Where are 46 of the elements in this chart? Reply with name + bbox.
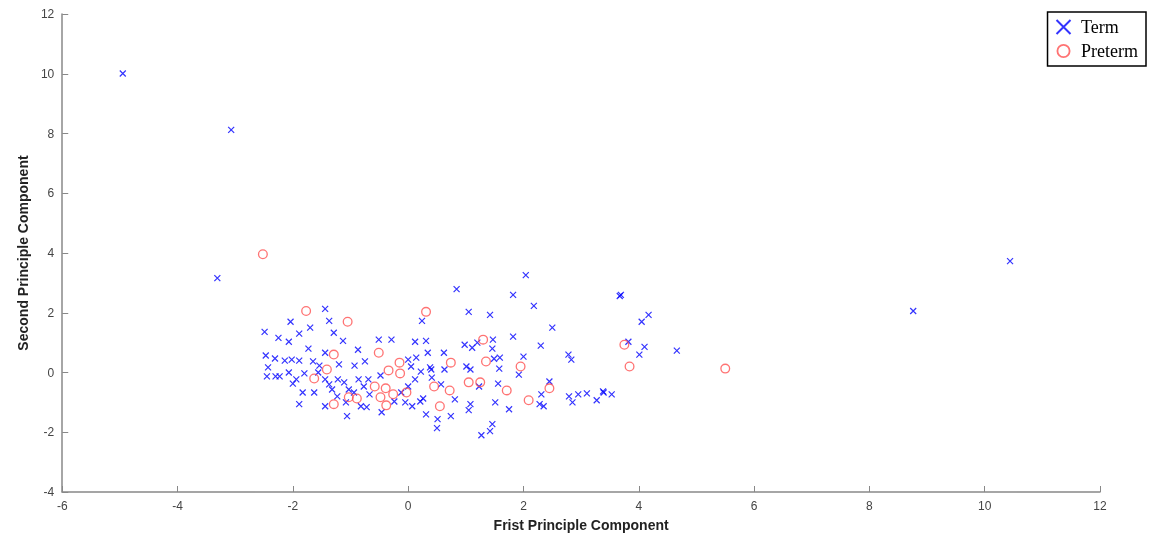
point (328, 399, 339, 410)
point (395, 368, 406, 379)
point (463, 377, 474, 388)
point (434, 401, 445, 412)
point (257, 249, 268, 260)
x-tick-label: 4 (635, 499, 643, 513)
x-axis-title: Frist Principle Component (493, 517, 669, 533)
point (445, 357, 456, 368)
y-tick-label: 6 (47, 186, 55, 201)
point (523, 395, 534, 406)
x-tick-label: -4 (172, 499, 184, 513)
y-tick-label: 8 (47, 126, 55, 141)
point (619, 339, 630, 350)
y-tick-label: -2 (43, 425, 55, 440)
legend-label: Preterm (1081, 41, 1138, 61)
point (309, 373, 320, 384)
point (501, 385, 512, 396)
x-tick-label: 2 (520, 499, 528, 513)
x-tick-label: 12 (1093, 499, 1107, 513)
y-tick-label: -4 (43, 485, 55, 499)
point (328, 349, 339, 360)
point (351, 393, 362, 404)
point (321, 364, 332, 375)
x-tick-label: 0 (404, 499, 412, 513)
legend-label: Term (1081, 17, 1119, 37)
x-tick-label: 6 (750, 499, 758, 513)
x-tick-label: -2 (287, 499, 299, 513)
x-tick-label: 10 (978, 499, 992, 513)
point (475, 377, 486, 388)
y-axis-title: Second Principle Component (15, 155, 31, 351)
point (373, 347, 384, 358)
y-tick-label: 2 (47, 305, 55, 320)
y-tick-label: 12 (40, 7, 55, 21)
point (388, 389, 399, 400)
y-tick-label: 4 (47, 246, 55, 260)
point (720, 363, 731, 374)
point (380, 383, 391, 394)
point (478, 334, 489, 345)
point (421, 306, 432, 317)
x-tick-label: -6 (56, 499, 68, 513)
point (381, 400, 392, 411)
y-tick-label: 10 (40, 66, 55, 81)
x-tick-label: 8 (866, 499, 874, 513)
y-tick-label: 0 (47, 365, 55, 380)
point (429, 381, 440, 392)
point (481, 356, 491, 367)
